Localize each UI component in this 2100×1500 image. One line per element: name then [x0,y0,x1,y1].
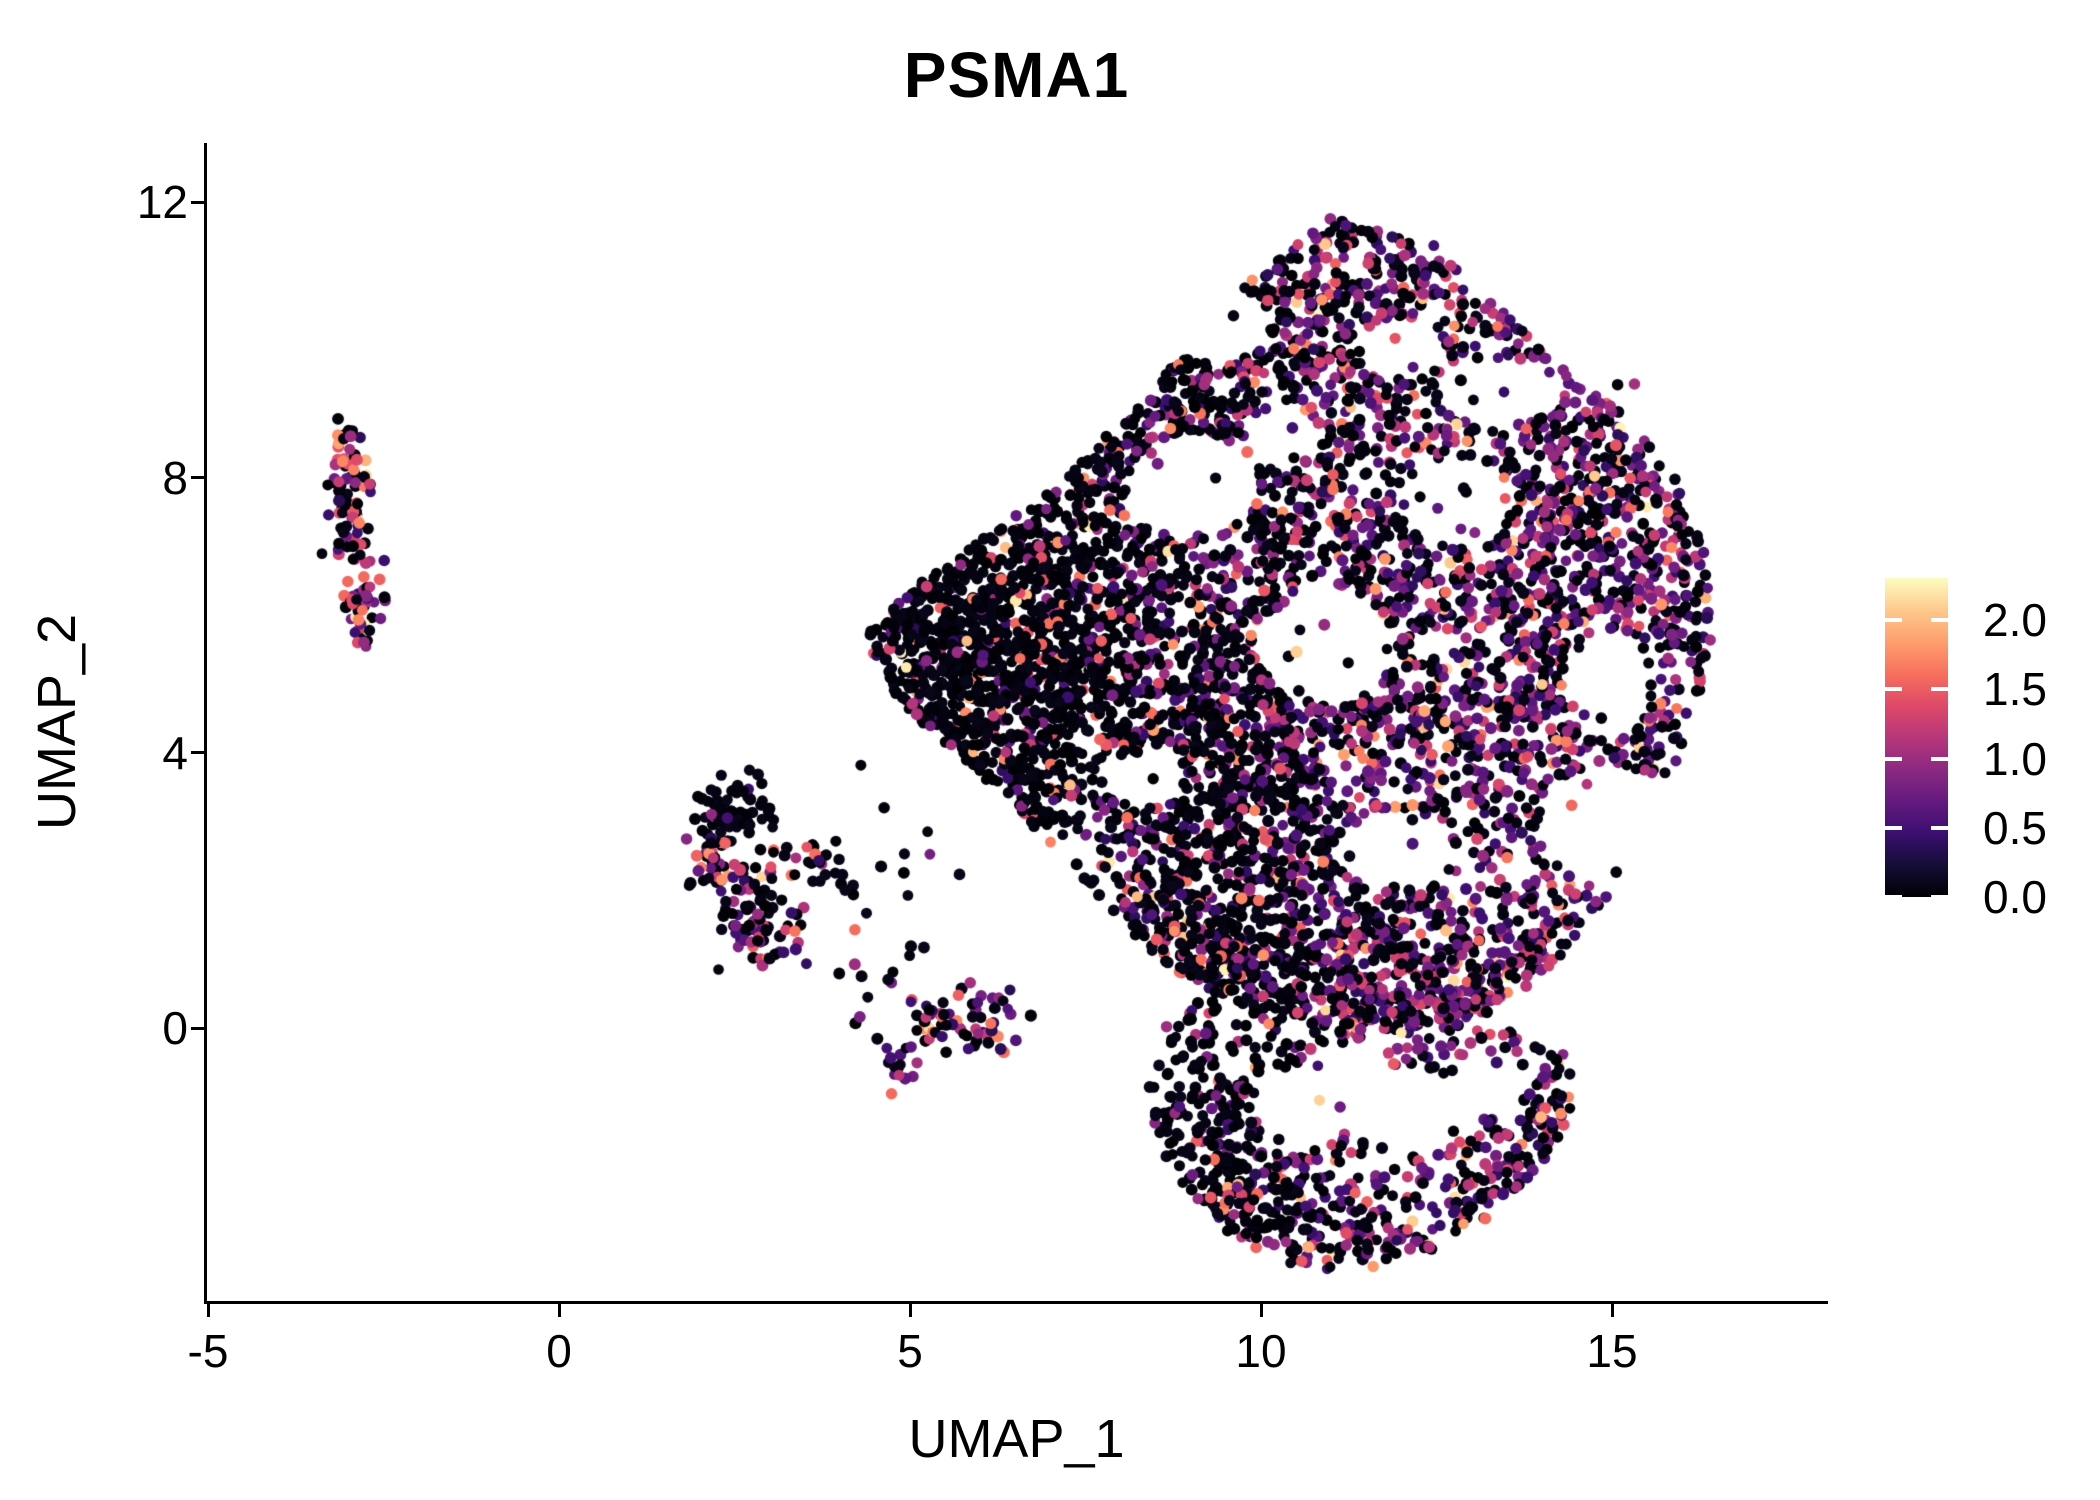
colorbar-tick-mark [1931,895,1948,899]
colorbar-tick-mark [1885,825,1902,830]
colorbar-tick-label: 0.5 [1983,801,2047,854]
x-tick-mark [1259,1304,1263,1317]
y-tick-label: 4 [162,726,188,779]
colorbar-tick-label: 2.0 [1983,594,2047,647]
colorbar-tick-mark [1931,756,1948,761]
x-tick-mark [206,1304,210,1317]
y-tick-mark [191,1026,204,1030]
colorbar-tick-label: 0.0 [1983,871,2047,923]
x-tick-mark [908,1304,912,1317]
y-tick-mark [191,751,204,755]
y-tick-mark [191,476,204,480]
y-tick-label: 0 [162,1002,188,1054]
x-tick-label: -5 [187,1325,229,1377]
colorbar-tick-mark [1931,618,1948,623]
y-axis-spine [204,143,207,1304]
plot-title: PSMA1 [903,39,1130,111]
x-tick-label: 10 [1235,1325,1287,1377]
colorbar-tick-mark [1885,618,1902,623]
x-tick-label: 5 [897,1325,923,1377]
colorbar-tick-label: 1.0 [1983,732,2047,785]
x-tick-mark [557,1304,561,1317]
y-axis-title: UMAP_2 [27,613,87,831]
x-tick-label: 15 [1586,1325,1638,1377]
y-tick-mark [191,200,204,204]
colorbar-tick-mark [1885,756,1902,761]
y-tick-label: 8 [162,451,188,504]
colorbar-tick-mark [1931,825,1948,830]
colorbar-tick-mark [1885,895,1902,899]
expression-colorbar [1885,578,1948,897]
x-axis-spine [204,1301,1828,1304]
colorbar-tick-label: 1.5 [1983,663,2047,716]
y-tick-label: 12 [136,176,188,229]
x-tick-mark [1610,1304,1614,1317]
colorbar-tick-mark [1931,687,1948,692]
colorbar-tick-mark [1885,687,1902,692]
x-tick-label: 0 [546,1325,572,1377]
x-axis-title: UMAP_1 [908,1409,1125,1469]
